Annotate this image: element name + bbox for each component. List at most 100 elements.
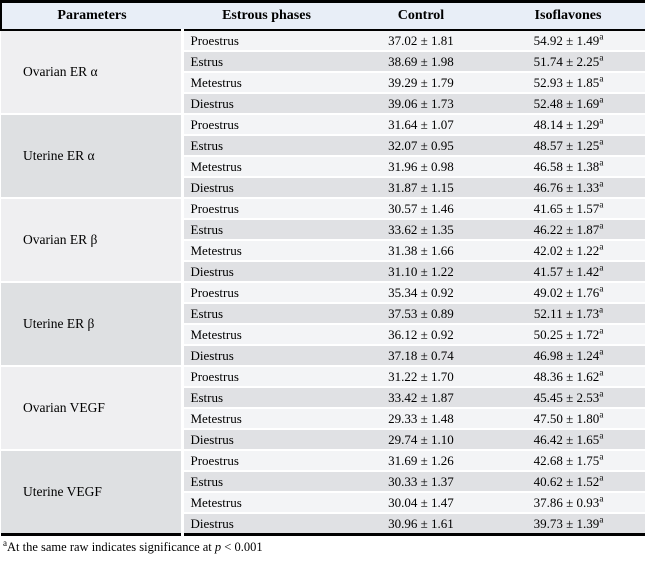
- table-row: Uterine ER β Proestrus 35.34 ± 0.92 49.02 ±…: [1, 282, 645, 367]
- phase-cell: Proestrus: [182, 366, 351, 388]
- table-row: Diestrus 30.96 ± 1.61 39.73 ± 1.39a: [1, 513, 645, 536]
- phase-cell: Estrus: [182, 135, 351, 157]
- significance-marker: a: [599, 115, 604, 126]
- control-value-cell: 30.04 ± 1.47: [351, 492, 491, 514]
- isoflavones-value-cell: 52.48 ± 1.69a: [491, 93, 645, 115]
- col-header-control: Control: [351, 1, 491, 31]
- isoflavones-value: 46.98 ± 1.24: [533, 347, 600, 363]
- significance-marker: a: [599, 514, 604, 525]
- phase-cell: Proestrus: [182, 198, 351, 220]
- significance-marker: a: [599, 346, 604, 357]
- control-value-cell: 36.12 ± 0.92: [351, 324, 491, 346]
- table-row: Diestrus 37.18 ± 0.74 46.98 ± 1.24a: [1, 345, 645, 367]
- phase-cell: Proestrus: [182, 450, 351, 472]
- significance-marker: a: [599, 304, 604, 315]
- isoflavones-value-cell: 52.93 ± 1.85a: [491, 72, 645, 94]
- table-row: Estrus 37.53 ± 0.89 52.11 ± 1.73a: [1, 303, 645, 325]
- phase-cell: Diestrus: [182, 261, 351, 283]
- results-table: Parameters Estrous phases Control Isofla…: [0, 0, 645, 536]
- table-row: Diestrus 31.87 ± 1.15 46.76 ± 1.33a: [1, 177, 645, 199]
- footnote-threshold: < 0.001: [224, 540, 263, 554]
- table-body: Ovarian ER α Proestrus 37.02 ± 1.81 54.92 ±…: [1, 30, 645, 536]
- control-value-cell: 31.69 ± 1.26: [351, 450, 491, 472]
- significance-marker: a: [599, 388, 604, 399]
- isoflavones-value: 41.65 ± 1.57: [533, 200, 600, 216]
- control-value-cell: 39.29 ± 1.79: [351, 72, 491, 94]
- significance-marker: a: [599, 262, 604, 273]
- control-value-cell: 38.69 ± 1.98: [351, 51, 491, 73]
- phase-cell: Diestrus: [182, 93, 351, 115]
- isoflavones-value-cell: 37.86 ± 0.93a: [491, 492, 645, 514]
- table-row: Metestrus 39.29 ± 1.79 52.93 ± 1.85a: [1, 72, 645, 94]
- parameter-cell: Ovarian ER β: [1, 198, 184, 283]
- isoflavones-value-cell: 40.62 ± 1.52a: [491, 471, 645, 493]
- table-row: Ovarian ER β Proestrus 30.57 ± 1.46 41.65 ±…: [1, 198, 645, 283]
- table-row: Estrus 33.42 ± 1.87 45.45 ± 2.53a: [1, 387, 645, 409]
- significance-marker: a: [599, 325, 604, 336]
- table-row: Metestrus 31.38 ± 1.66 42.02 ± 1.22a: [1, 240, 645, 262]
- isoflavones-value-cell: 42.68 ± 1.75a: [491, 450, 645, 472]
- isoflavones-value-cell: 48.57 ± 1.25a: [491, 135, 645, 157]
- phase-cell: Metestrus: [182, 324, 351, 346]
- control-value-cell: 30.57 ± 1.46: [351, 198, 491, 220]
- significance-marker: a: [599, 241, 604, 252]
- table-row: Diestrus 29.74 ± 1.10 46.42 ± 1.65a: [1, 429, 645, 451]
- significance-marker: a: [599, 52, 604, 63]
- phase-cell: Estrus: [182, 303, 351, 325]
- isoflavones-value: 46.42 ± 1.65: [533, 431, 600, 447]
- isoflavones-value: 46.58 ± 1.38: [533, 158, 600, 174]
- control-value-cell: 30.33 ± 1.37: [351, 471, 491, 493]
- isoflavones-value: 49.02 ± 1.76: [533, 284, 600, 300]
- phase-cell: Estrus: [182, 387, 351, 409]
- control-value-cell: 31.96 ± 0.98: [351, 156, 491, 178]
- significance-marker: a: [599, 94, 604, 105]
- isoflavones-value: 52.11 ± 1.73: [533, 305, 600, 321]
- phase-cell: Metestrus: [182, 408, 351, 430]
- table-row: Ovarian ER α Proestrus 37.02 ± 1.81 54.92 ±…: [1, 30, 645, 115]
- parameter-cell: Ovarian VEGF: [1, 366, 184, 451]
- isoflavones-value: 48.57 ± 1.25: [533, 137, 600, 153]
- isoflavones-value-cell: 42.02 ± 1.22a: [491, 240, 645, 262]
- parameter-cell: Uterine VEGF: [1, 450, 184, 536]
- control-value-cell: 33.62 ± 1.35: [351, 219, 491, 241]
- parameter-cell: Ovarian ER α: [1, 30, 184, 115]
- phase-cell: Estrus: [182, 51, 351, 73]
- phase-cell: Metestrus: [182, 240, 351, 262]
- table-row: Uterine VEGF Proestrus 31.69 ± 1.26 42.68 ±…: [1, 450, 645, 536]
- table-row: Diestrus 31.10 ± 1.22 41.57 ± 1.42a: [1, 261, 645, 283]
- control-value-cell: 31.38 ± 1.66: [351, 240, 491, 262]
- significance-marker: a: [599, 283, 604, 294]
- isoflavones-value: 40.62 ± 1.52: [533, 473, 600, 489]
- phase-cell: Estrus: [182, 219, 351, 241]
- control-value-cell: 35.34 ± 0.92: [351, 282, 491, 304]
- significance-marker: a: [599, 31, 604, 42]
- phase-cell: Proestrus: [182, 114, 351, 136]
- isoflavones-value-cell: 46.98 ± 1.24a: [491, 345, 645, 367]
- isoflavones-value: 47.50 ± 1.80: [533, 410, 600, 426]
- isoflavones-value: 51.74 ± 2.25: [533, 53, 600, 69]
- isoflavones-value-cell: 48.36 ± 1.62a: [491, 366, 645, 388]
- parameter-cell: Uterine ER β: [1, 282, 184, 367]
- table-row: Metestrus 29.33 ± 1.48 47.50 ± 1.80a: [1, 408, 645, 430]
- isoflavones-value-cell: 48.14 ± 1.29a: [491, 114, 645, 136]
- phase-cell: Metestrus: [182, 492, 351, 514]
- significance-marker: a: [599, 73, 604, 84]
- isoflavones-value: 37.86 ± 0.93: [533, 494, 600, 510]
- isoflavones-value-cell: 46.22 ± 1.87a: [491, 219, 645, 241]
- phase-cell: Proestrus: [182, 30, 351, 52]
- significance-marker: a: [599, 451, 604, 462]
- table-row: Estrus 32.07 ± 0.95 48.57 ± 1.25a: [1, 135, 645, 157]
- isoflavones-value: 41.57 ± 1.42: [533, 263, 600, 279]
- isoflavones-value: 45.45 ± 2.53: [533, 389, 600, 405]
- control-value-cell: 32.07 ± 0.95: [351, 135, 491, 157]
- table-header-row: Parameters Estrous phases Control Isofla…: [0, 1, 645, 31]
- significance-marker: a: [599, 157, 604, 168]
- parameter-cell: Uterine ER α: [1, 114, 184, 199]
- isoflavones-value-cell: 46.42 ± 1.65a: [491, 429, 645, 451]
- table-row: Estrus 30.33 ± 1.37 40.62 ± 1.52a: [1, 471, 645, 493]
- table-row: Metestrus 36.12 ± 0.92 50.25 ± 1.72a: [1, 324, 645, 346]
- phase-cell: Metestrus: [182, 156, 351, 178]
- table-row: Uterine ER α Proestrus 31.64 ± 1.07 48.14 ±…: [1, 114, 645, 199]
- significance-footnote: aAt the same raw indicates significance …: [0, 536, 645, 555]
